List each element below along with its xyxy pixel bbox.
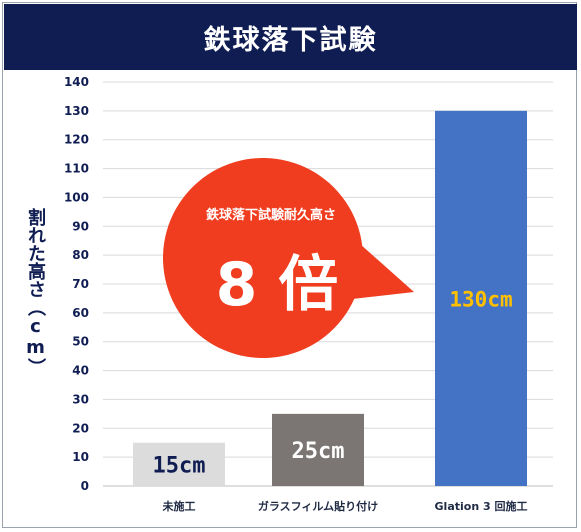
bars <box>133 110 527 486</box>
bar-data-label: 130cm <box>449 287 512 311</box>
y-tick-label: 10 <box>72 450 89 464</box>
bar-1 <box>133 442 225 486</box>
callout-main-text: 8 倍 <box>216 250 339 320</box>
bar-data-labels: 15cm 25cm 130cm <box>153 287 513 478</box>
x-tick-labels: 未施工 ガラスフィルム貼り付け Glation 3 回施工 <box>162 499 528 513</box>
callout-subtitle: 鉄球落下試験耐久高さ <box>206 207 336 223</box>
y-tick-label: 130 <box>64 104 89 118</box>
callout-shape <box>162 158 414 358</box>
y-tick-label: 110 <box>64 162 89 176</box>
y-tick-label: 30 <box>72 392 89 406</box>
y-tick-label: 100 <box>64 190 89 204</box>
y-tick-label: 140 <box>64 75 89 89</box>
bar-3 <box>435 110 527 486</box>
bar-data-label: 25cm <box>292 439 345 464</box>
y-tick-label: 70 <box>72 277 89 291</box>
y-tick-labels: 0 10 20 30 40 50 60 70 80 90 100 110 120 130 140 <box>64 75 89 493</box>
y-tick-label: 60 <box>72 306 89 320</box>
y-tick-label: 0 <box>81 479 89 493</box>
y-tick-label: 120 <box>64 133 89 147</box>
x-tick-label: Glation 3 回施工 <box>435 499 528 513</box>
y-tick-label: 50 <box>72 335 89 349</box>
title-banner: 鉄球落下試験 <box>4 4 577 70</box>
x-tick-label: ガラスフィルム貼り付け <box>258 499 378 513</box>
chart-title: 鉄球落下試験 <box>203 24 378 56</box>
y-tick-label: 40 <box>72 364 89 378</box>
callout-bubble: 鉄球落下試験耐久高さ 8 倍 <box>162 158 414 358</box>
y-tick-label: 80 <box>72 248 89 262</box>
bar-data-label: 15cm <box>153 453 206 478</box>
y-tick-label: 90 <box>72 219 89 233</box>
bar-2 <box>272 413 364 486</box>
x-tick-label: 未施工 <box>162 499 196 513</box>
y-tick-label: 20 <box>72 421 89 435</box>
y-axis-label: 割れた高さ（cm） <box>25 208 46 376</box>
